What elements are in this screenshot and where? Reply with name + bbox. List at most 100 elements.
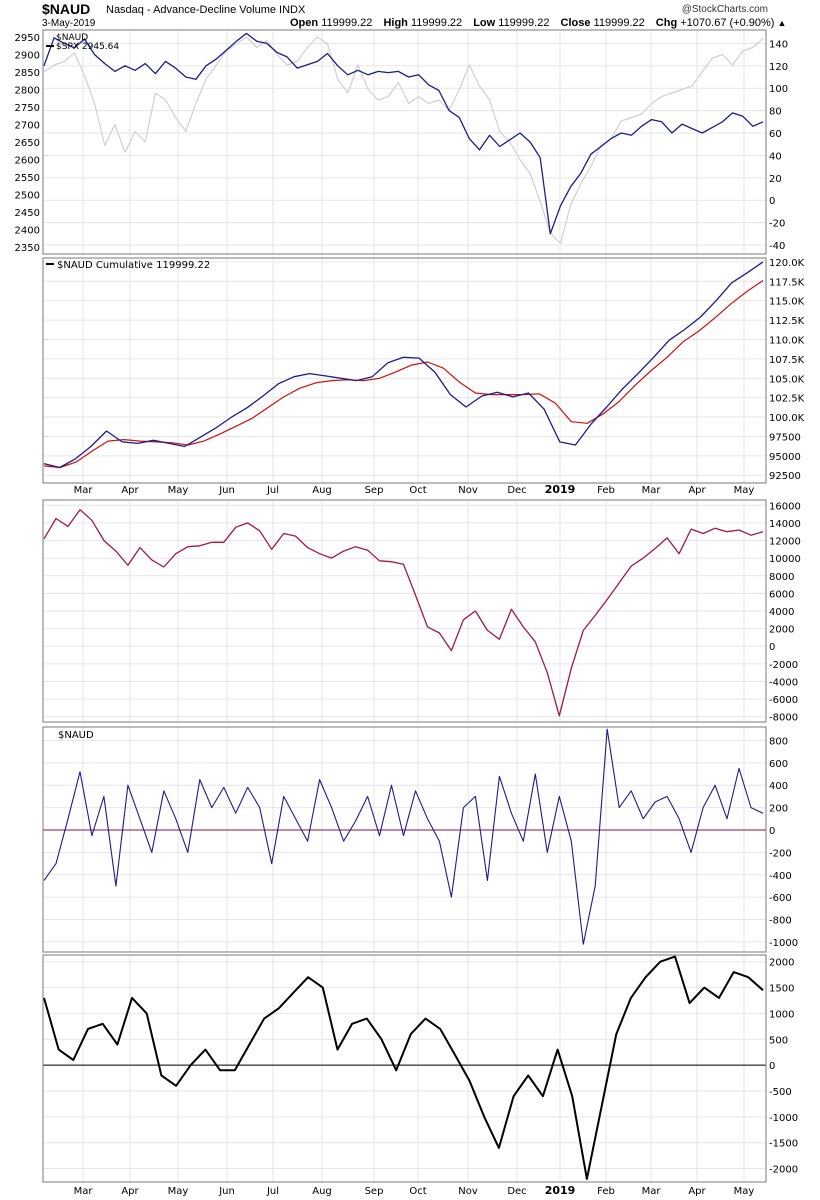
osc-right-tick-7: 6000 [769, 589, 794, 600]
x-axis-label-0-6: Sep [365, 485, 384, 496]
osc-line [43, 509, 764, 717]
price-right-tick-6: 80 [769, 107, 782, 118]
smooth-right-tick-2: -1000 [769, 1113, 798, 1124]
legend-spx: $SPX 2945.64 [56, 42, 119, 52]
smooth-right-tick-5: 500 [769, 1035, 788, 1046]
smooth-right-tick-1: -1500 [769, 1139, 798, 1150]
x-axis-label-0-11: Feb [597, 485, 615, 496]
cum-right-tick-10: 117.5K [769, 277, 805, 288]
price-right-tick-9: 140 [769, 39, 788, 50]
price-left-tick-11: 2900 [15, 51, 40, 62]
price-right-tick-0: -40 [769, 241, 785, 252]
close-label: Close [560, 17, 591, 29]
price-left-tick-5: 2600 [15, 156, 40, 167]
x-axis-label-1-6: Sep [365, 1186, 384, 1197]
x-axis-label-1-0: Mar [74, 1186, 94, 1197]
x-axis-label-0-7: Oct [409, 485, 426, 496]
osc-right-tick-8: 8000 [769, 572, 794, 583]
x-axis-label-1-12: Mar [642, 1186, 662, 1197]
x-axis-label-1-14: May [734, 1186, 755, 1197]
stockcharts-credit: @StockCharts.com [681, 4, 768, 15]
naud-right-tick-6: 200 [769, 804, 788, 815]
price-right-tick-3: 20 [769, 174, 782, 185]
symbol-title: $NAUD [42, 1, 91, 17]
legend-naud-daily: $NAUD [58, 730, 94, 741]
cum-right-tick-6: 107.5K [769, 355, 805, 366]
osc-right-tick-5: 2000 [769, 625, 794, 636]
price-right-tick-1: -20 [769, 219, 785, 230]
naud-line [43, 32, 764, 235]
open-value: 119999.22 [321, 17, 373, 29]
x-axis-label-0-5: Aug [312, 485, 332, 496]
cum-right-tick-0: 92500 [769, 471, 801, 482]
chg-value: +1070.67 (+0.90%) [680, 17, 775, 29]
smooth-right-tick-0: -2000 [769, 1165, 798, 1176]
high-value: 119999.22 [410, 17, 463, 29]
naud-right-tick-1: -800 [769, 916, 792, 927]
price-left-tick-10: 2850 [15, 68, 40, 79]
cum-right-tick-11: 120.0K [769, 258, 805, 269]
smooth-right-tick-8: 2000 [769, 958, 794, 969]
x-axis-label-0-8: Nov [458, 485, 478, 496]
naud-right-tick-8: 600 [769, 759, 788, 770]
up-triangle-icon: ▲ [777, 18, 787, 28]
naud-right-tick-7: 400 [769, 781, 788, 792]
price-right-tick-2: 0 [769, 196, 775, 207]
cum-right-tick-5: 105.0K [769, 374, 805, 385]
price-right-tick-5: 60 [769, 129, 782, 140]
x-axis-label-1-8: Nov [458, 1186, 478, 1197]
low-label: Low [473, 17, 496, 29]
osc-right-tick-1: -6000 [769, 695, 798, 706]
price-left-tick-12: 2950 [15, 33, 40, 44]
naud-right-tick-3: -400 [769, 871, 792, 882]
x-axis-label-0-14: May [734, 485, 755, 496]
smooth-right-tick-6: 1000 [769, 1009, 794, 1020]
smooth-right-tick-4: 0 [769, 1061, 775, 1072]
panel-border-4 [42, 954, 767, 1183]
osc-right-tick-0: -8000 [769, 713, 798, 724]
open-label: Open [290, 17, 319, 29]
cum-right-tick-8: 112.5K [769, 316, 805, 327]
x-axis-label-0-10: 2019 [545, 483, 576, 496]
chg-label: Chg [655, 17, 678, 29]
price-left-tick-4: 2550 [15, 173, 40, 184]
x-axis-label-1-10: 2019 [545, 1184, 576, 1197]
x-axis-label-0-4: Jul [266, 485, 279, 496]
osc-right-tick-6: 4000 [769, 607, 794, 618]
x-axis-label-0-2: May [168, 485, 189, 496]
x-axis-label-0-12: Mar [642, 485, 662, 496]
price-right-tick-8: 120 [769, 62, 788, 73]
osc-right-tick-12: 16000 [769, 501, 801, 512]
chart-header: $NAUD Nasdaq - Advance-Decline Volume IN… [0, 0, 820, 30]
cum-right-tick-7: 110.0K [769, 335, 805, 346]
x-axis-label-1-2: May [168, 1186, 189, 1197]
legend-naud: $NAUD [56, 33, 88, 43]
osc-right-tick-11: 14000 [769, 519, 801, 530]
x-axis-label-0-0: Mar [74, 485, 94, 496]
naud-right-tick-5: 0 [769, 826, 775, 837]
x-axis-label-1-3: Jun [218, 1186, 235, 1197]
price-left-tick-1: 2400 [15, 226, 40, 237]
x-axis-label-1-4: Jul [266, 1186, 279, 1197]
price-left-tick-9: 2800 [15, 86, 40, 97]
price-left-tick-8: 2750 [15, 103, 40, 114]
naud-right-tick-4: -200 [769, 848, 792, 859]
cum-ema-line [43, 280, 764, 469]
cum-right-tick-4: 102.5K [769, 394, 805, 405]
cum-right-tick-3: 100.0K [769, 413, 805, 424]
x-axis-label-1-1: Apr [121, 1186, 139, 1197]
smooth-right-tick-7: 1500 [769, 984, 794, 995]
panel-border-0 [42, 29, 767, 255]
panel-border-2 [42, 499, 767, 723]
naud-right-tick-0: -1000 [769, 938, 798, 949]
price-right-tick-7: 100 [769, 84, 788, 95]
low-value: 119999.22 [498, 17, 550, 29]
close-value: 119999.22 [593, 17, 645, 29]
price-left-tick-0: 2350 [15, 243, 40, 254]
cum-line [43, 261, 764, 469]
price-left-tick-6: 2650 [15, 138, 40, 149]
smooth-line [43, 955, 764, 1180]
cum-right-tick-9: 115.0K [769, 297, 805, 308]
price-right-tick-4: 40 [769, 151, 782, 162]
